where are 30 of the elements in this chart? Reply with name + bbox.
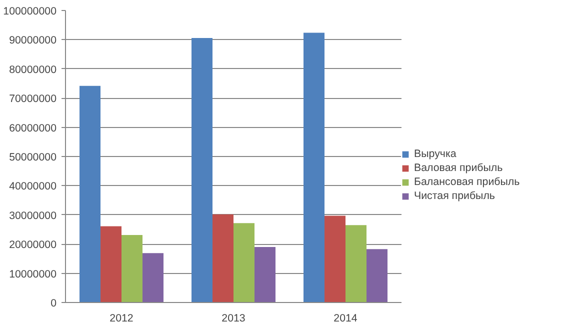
- x-tick-label: 2012: [110, 312, 134, 324]
- bar: [346, 225, 366, 302]
- y-tick-label: 100000000: [3, 6, 57, 18]
- bar: [142, 253, 164, 302]
- bar: [254, 247, 276, 302]
- y-tick-label: 10000000: [9, 268, 57, 280]
- legend-label: Балансовая прибыль: [414, 176, 520, 188]
- y-tick-label: 90000000: [9, 34, 57, 47]
- legend-label: Чистая прибыль: [414, 190, 495, 202]
- bar: [192, 38, 212, 302]
- legend-label: Валовая прибыль: [414, 162, 503, 174]
- x-tick-label: 2013: [222, 312, 246, 324]
- y-tick-label: 30000000: [9, 210, 57, 222]
- bar: [366, 249, 388, 302]
- bar: [122, 235, 142, 302]
- y-tick-label: 70000000: [9, 93, 57, 106]
- y-tick-label: 0: [50, 298, 57, 310]
- bar: [212, 214, 234, 302]
- bar: [304, 32, 324, 302]
- bar: [100, 226, 122, 302]
- x-tick-label: 2014: [334, 312, 358, 324]
- bar: [234, 223, 254, 302]
- bar: [80, 86, 100, 302]
- y-tick-label: 80000000: [9, 64, 57, 76]
- y-tick-label: 50000000: [9, 152, 57, 164]
- legend-label: Выручка: [414, 148, 456, 160]
- y-tick-label: 20000000: [9, 239, 57, 252]
- y-tick-label: 60000000: [9, 122, 57, 134]
- bar: [324, 216, 346, 302]
- y-tick-label: 40000000: [9, 180, 57, 193]
